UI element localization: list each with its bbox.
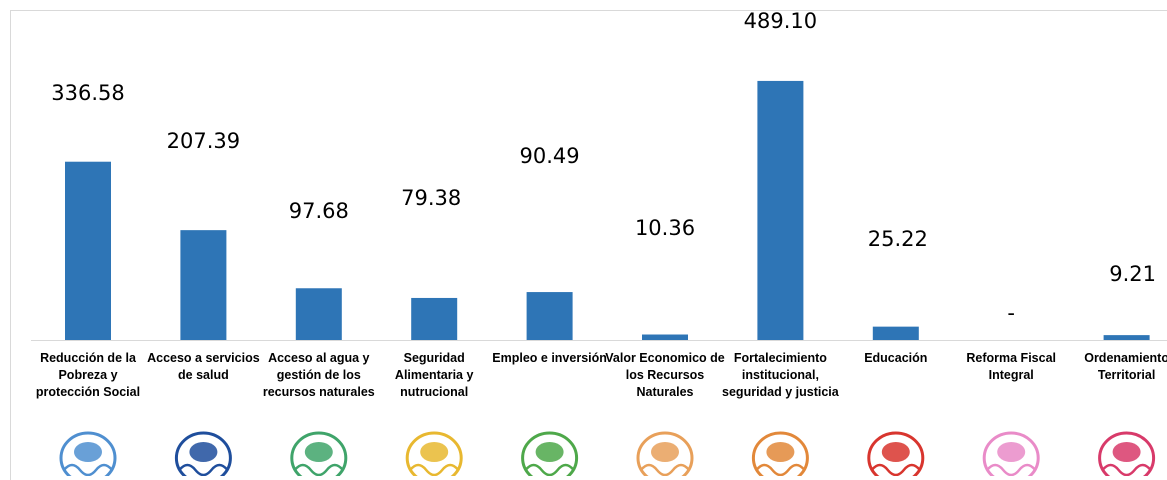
natural-resources-emblem-icon — [638, 433, 692, 476]
fiscal-reform-emblem-icon — [984, 433, 1038, 476]
category-label-5: Valor Economico de los Recursos Naturale… — [602, 350, 728, 401]
data-label-5: 10.36 — [635, 216, 695, 240]
data-label-7: 25.22 — [868, 227, 928, 251]
bar-3 — [411, 298, 457, 340]
bar-9 — [1104, 335, 1150, 340]
category-label-8: Reforma Fiscal Integral — [948, 350, 1074, 384]
land-use-emblem-icon — [1100, 433, 1154, 476]
bar-4 — [527, 292, 573, 340]
data-label-3: 79.38 — [401, 186, 461, 210]
category-label-1: Acceso a servicios de salud — [140, 350, 266, 384]
poverty-emblem-icon — [61, 433, 115, 476]
category-label-4: Empleo e inversión — [487, 350, 613, 367]
data-label-4: 90.49 — [520, 144, 580, 168]
bar-6 — [757, 81, 803, 340]
data-label-1: 207.39 — [167, 129, 240, 153]
category-label-2: Acceso al agua y gestión de los recursos… — [256, 350, 382, 401]
employment-emblem-icon — [523, 433, 577, 476]
data-label-6: 489.10 — [744, 9, 817, 33]
category-label-3: Seguridad Alimentaria y nutrucional — [371, 350, 497, 401]
bar-0 — [65, 162, 111, 340]
education-emblem-icon — [869, 433, 923, 476]
bar-2 — [296, 288, 342, 340]
water-emblem-icon — [292, 433, 346, 476]
data-label-8: - — [1007, 301, 1015, 325]
category-label-6: Fortalecimiento institucional, seguridad… — [717, 350, 843, 401]
category-label-0: Reducción de la Pobreza y protección Soc… — [25, 350, 151, 401]
food-security-emblem-icon — [407, 433, 461, 476]
category-label-7: Educación — [833, 350, 959, 367]
category-label-9: Ordenamiento Territorial — [1064, 350, 1167, 384]
bar-7 — [873, 327, 919, 340]
institutional-emblem-icon — [753, 433, 807, 476]
data-label-2: 97.68 — [289, 199, 349, 223]
health-emblem-icon — [176, 433, 230, 476]
bar-5 — [642, 335, 688, 340]
data-label-9: 9.21 — [1109, 262, 1156, 286]
data-label-0: 336.58 — [51, 81, 124, 105]
bar-1 — [180, 230, 226, 340]
